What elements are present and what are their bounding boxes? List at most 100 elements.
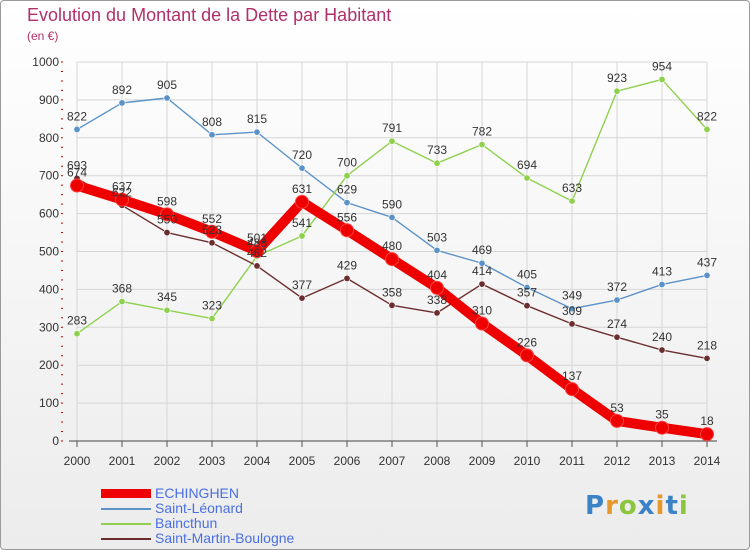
data-label: 733 [427, 143, 447, 157]
data-label: 226 [517, 335, 537, 349]
data-point [523, 174, 531, 182]
x-tick-label: 2003 [199, 454, 226, 468]
data-point [70, 178, 84, 193]
data-label: 338 [427, 293, 447, 307]
data-point [523, 284, 531, 292]
data-point [655, 420, 669, 435]
data-point [118, 99, 126, 107]
data-label: 503 [427, 230, 447, 244]
data-point [568, 320, 576, 328]
x-tick-label: 2000 [64, 454, 91, 468]
x-tick-label: 2008 [424, 454, 451, 468]
x-tick-label: 2009 [469, 454, 496, 468]
legend-swatch [101, 507, 151, 510]
data-label: 357 [517, 286, 537, 300]
data-label: 954 [652, 59, 672, 73]
data-label: 18 [700, 414, 714, 428]
series-lines [70, 75, 714, 442]
data-label: 218 [697, 338, 717, 352]
data-point [118, 298, 126, 306]
data-point [610, 413, 624, 428]
x-tick-label: 2010 [514, 454, 541, 468]
logo-letter: P [585, 491, 606, 521]
data-label: 782 [472, 125, 492, 139]
data-point [430, 280, 444, 295]
data-point [388, 137, 396, 145]
data-label: 462 [247, 246, 267, 260]
data-label: 437 [697, 255, 717, 269]
x-tick-label: 2012 [604, 454, 631, 468]
logo-letter: r [605, 491, 619, 521]
y-tick-label: 700 [39, 169, 59, 183]
data-point [523, 302, 531, 310]
logo-letter: o [618, 491, 638, 521]
data-point [478, 280, 486, 288]
data-label: 622 [112, 185, 132, 199]
data-label: 905 [157, 78, 177, 92]
data-label: 501 [247, 231, 267, 245]
data-point [700, 427, 714, 442]
x-tick-label: 2011 [559, 454, 585, 468]
x-tick-label: 2005 [289, 454, 316, 468]
data-label: 404 [427, 268, 447, 282]
data-point [703, 354, 711, 362]
data-label: 53 [610, 401, 624, 415]
data-point [163, 306, 171, 314]
data-point [703, 271, 711, 279]
y-tick-label: 600 [39, 207, 59, 221]
legend-swatch [101, 489, 151, 498]
data-point [388, 301, 396, 309]
y-tick-label: 200 [39, 358, 59, 372]
legend-label: Baincthun [155, 515, 218, 531]
data-label: 240 [652, 330, 672, 344]
data-label: 808 [202, 115, 222, 129]
data-label: 693 [67, 158, 87, 172]
data-point [433, 159, 441, 167]
data-label: 923 [607, 71, 627, 85]
legend-item: Saint-Léonard [101, 501, 294, 516]
data-point [73, 125, 81, 133]
data-label: 720 [292, 148, 312, 162]
data-point [208, 315, 216, 323]
x-tick-label: 2006 [334, 454, 361, 468]
data-point [478, 141, 486, 149]
x-tick-label: 2002 [154, 454, 181, 468]
data-label: 358 [382, 285, 402, 299]
data-point [163, 229, 171, 237]
data-point [658, 346, 666, 354]
data-point [658, 75, 666, 83]
data-label: 892 [112, 83, 132, 97]
y-tick-label: 500 [39, 245, 59, 259]
data-label: 137 [562, 369, 582, 383]
data-point [343, 274, 351, 282]
y-tick-label: 800 [39, 131, 59, 145]
data-label: 283 [67, 314, 87, 328]
x-tick-label: 2007 [379, 454, 406, 468]
data-label: 349 [562, 289, 582, 303]
data-label: 598 [157, 194, 177, 208]
proxiti-logo: Proxiti [585, 491, 689, 521]
data-point [298, 164, 306, 172]
data-label: 323 [202, 299, 222, 313]
data-label: 405 [517, 268, 537, 282]
legend-label: Saint-Martin-Boulogne [155, 530, 295, 546]
legend-item: Saint-Martin-Boulogne [101, 531, 294, 546]
legend-item: Baincthun [101, 516, 294, 531]
data-point [208, 239, 216, 247]
data-label: 791 [382, 121, 402, 135]
data-point [250, 244, 264, 259]
legend: ECHINGHEN Saint-Léonard Baincthun Saint-Mar… [101, 486, 294, 546]
data-label: 309 [562, 304, 582, 318]
data-point [433, 246, 441, 254]
data-label: 274 [607, 317, 627, 331]
data-label: 523 [202, 223, 222, 237]
data-point [298, 232, 306, 240]
data-label: 429 [337, 258, 357, 272]
data-point [340, 223, 354, 238]
data-label: 414 [472, 264, 492, 278]
x-tick-label: 2001 [109, 454, 136, 468]
logo-letter: i [655, 491, 666, 521]
y-tick-label: 300 [39, 320, 59, 334]
data-point [613, 87, 621, 95]
